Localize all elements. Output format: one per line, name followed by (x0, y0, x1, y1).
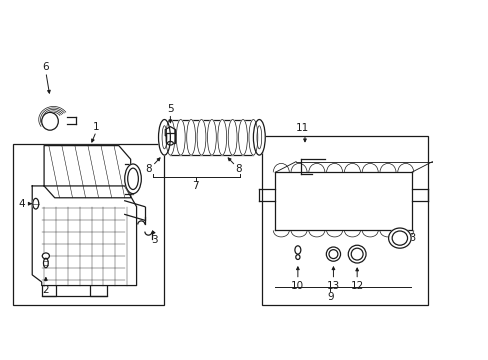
Polygon shape (275, 172, 411, 230)
Ellipse shape (294, 246, 300, 254)
Text: 5: 5 (167, 104, 173, 114)
Polygon shape (32, 186, 136, 285)
Ellipse shape (186, 120, 195, 155)
Ellipse shape (37, 105, 70, 134)
Text: 13: 13 (403, 233, 416, 243)
Ellipse shape (43, 258, 48, 268)
Ellipse shape (158, 120, 170, 155)
Bar (262, 135, 427, 305)
Text: 3: 3 (151, 235, 157, 246)
Text: 7: 7 (192, 181, 199, 191)
Text: 13: 13 (326, 280, 339, 291)
Ellipse shape (325, 247, 340, 261)
Text: 6: 6 (42, 62, 49, 72)
Ellipse shape (347, 245, 366, 263)
Bar (166, 132, 174, 143)
Ellipse shape (218, 120, 226, 155)
Bar (13, 144, 164, 305)
Text: 9: 9 (326, 292, 333, 302)
Ellipse shape (228, 120, 237, 155)
Ellipse shape (41, 112, 58, 130)
Ellipse shape (238, 120, 247, 155)
Text: 10: 10 (291, 280, 304, 291)
Text: 12: 12 (350, 280, 363, 291)
Ellipse shape (127, 168, 138, 189)
Ellipse shape (124, 164, 141, 194)
Ellipse shape (197, 120, 205, 155)
Ellipse shape (388, 228, 410, 248)
Text: 11: 11 (295, 123, 308, 133)
Ellipse shape (42, 253, 49, 259)
Ellipse shape (295, 255, 299, 260)
Ellipse shape (176, 120, 185, 155)
Text: 1: 1 (93, 122, 100, 132)
Ellipse shape (248, 120, 257, 155)
Ellipse shape (253, 120, 264, 155)
Polygon shape (44, 145, 130, 198)
Ellipse shape (328, 250, 337, 258)
Ellipse shape (33, 198, 39, 209)
Text: 8: 8 (145, 164, 151, 174)
Text: 8: 8 (235, 164, 242, 174)
Ellipse shape (167, 141, 173, 145)
Ellipse shape (391, 231, 407, 245)
Text: 2: 2 (42, 285, 49, 295)
Ellipse shape (207, 120, 216, 155)
Text: 4: 4 (19, 199, 25, 209)
Ellipse shape (350, 248, 363, 260)
Ellipse shape (165, 120, 174, 155)
